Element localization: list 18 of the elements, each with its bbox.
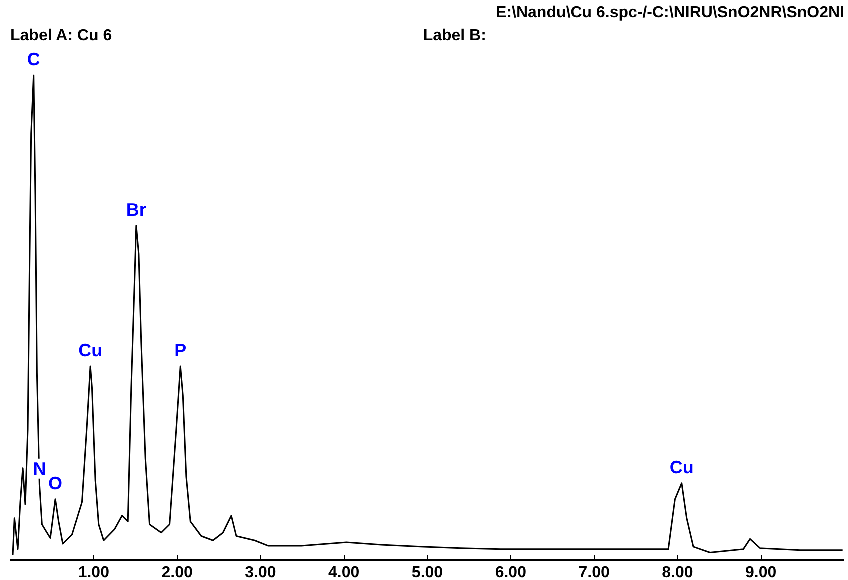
annotation: Cu: [670, 457, 694, 478]
x-tick-label: 5.00: [412, 564, 444, 580]
annotation: C: [27, 50, 40, 70]
annotation: O: [48, 473, 63, 494]
x-tick-label: 9.00: [746, 564, 777, 580]
annotation: Cu: [78, 340, 103, 361]
annotation: P: [174, 340, 187, 361]
x-tick-label: 8.00: [662, 564, 694, 580]
x-tick-label: 6.00: [495, 564, 527, 580]
annotation: Br: [126, 200, 146, 220]
chart-title: E:\Nandu\Cu 6.spc-/-C:\NIRU\SnO2NR\SnO2NI: [496, 4, 844, 22]
annotation: N: [33, 458, 46, 479]
x-tick-label: 4.00: [328, 564, 360, 580]
x-tick-label: 7.00: [578, 564, 610, 580]
x-tick-label: 2.00: [162, 564, 193, 580]
x-tick-label: 1.00: [78, 564, 110, 580]
x-tick-label: 3.00: [245, 564, 276, 580]
text: Label A: Cu 6 Label B:: [10, 28, 486, 44]
